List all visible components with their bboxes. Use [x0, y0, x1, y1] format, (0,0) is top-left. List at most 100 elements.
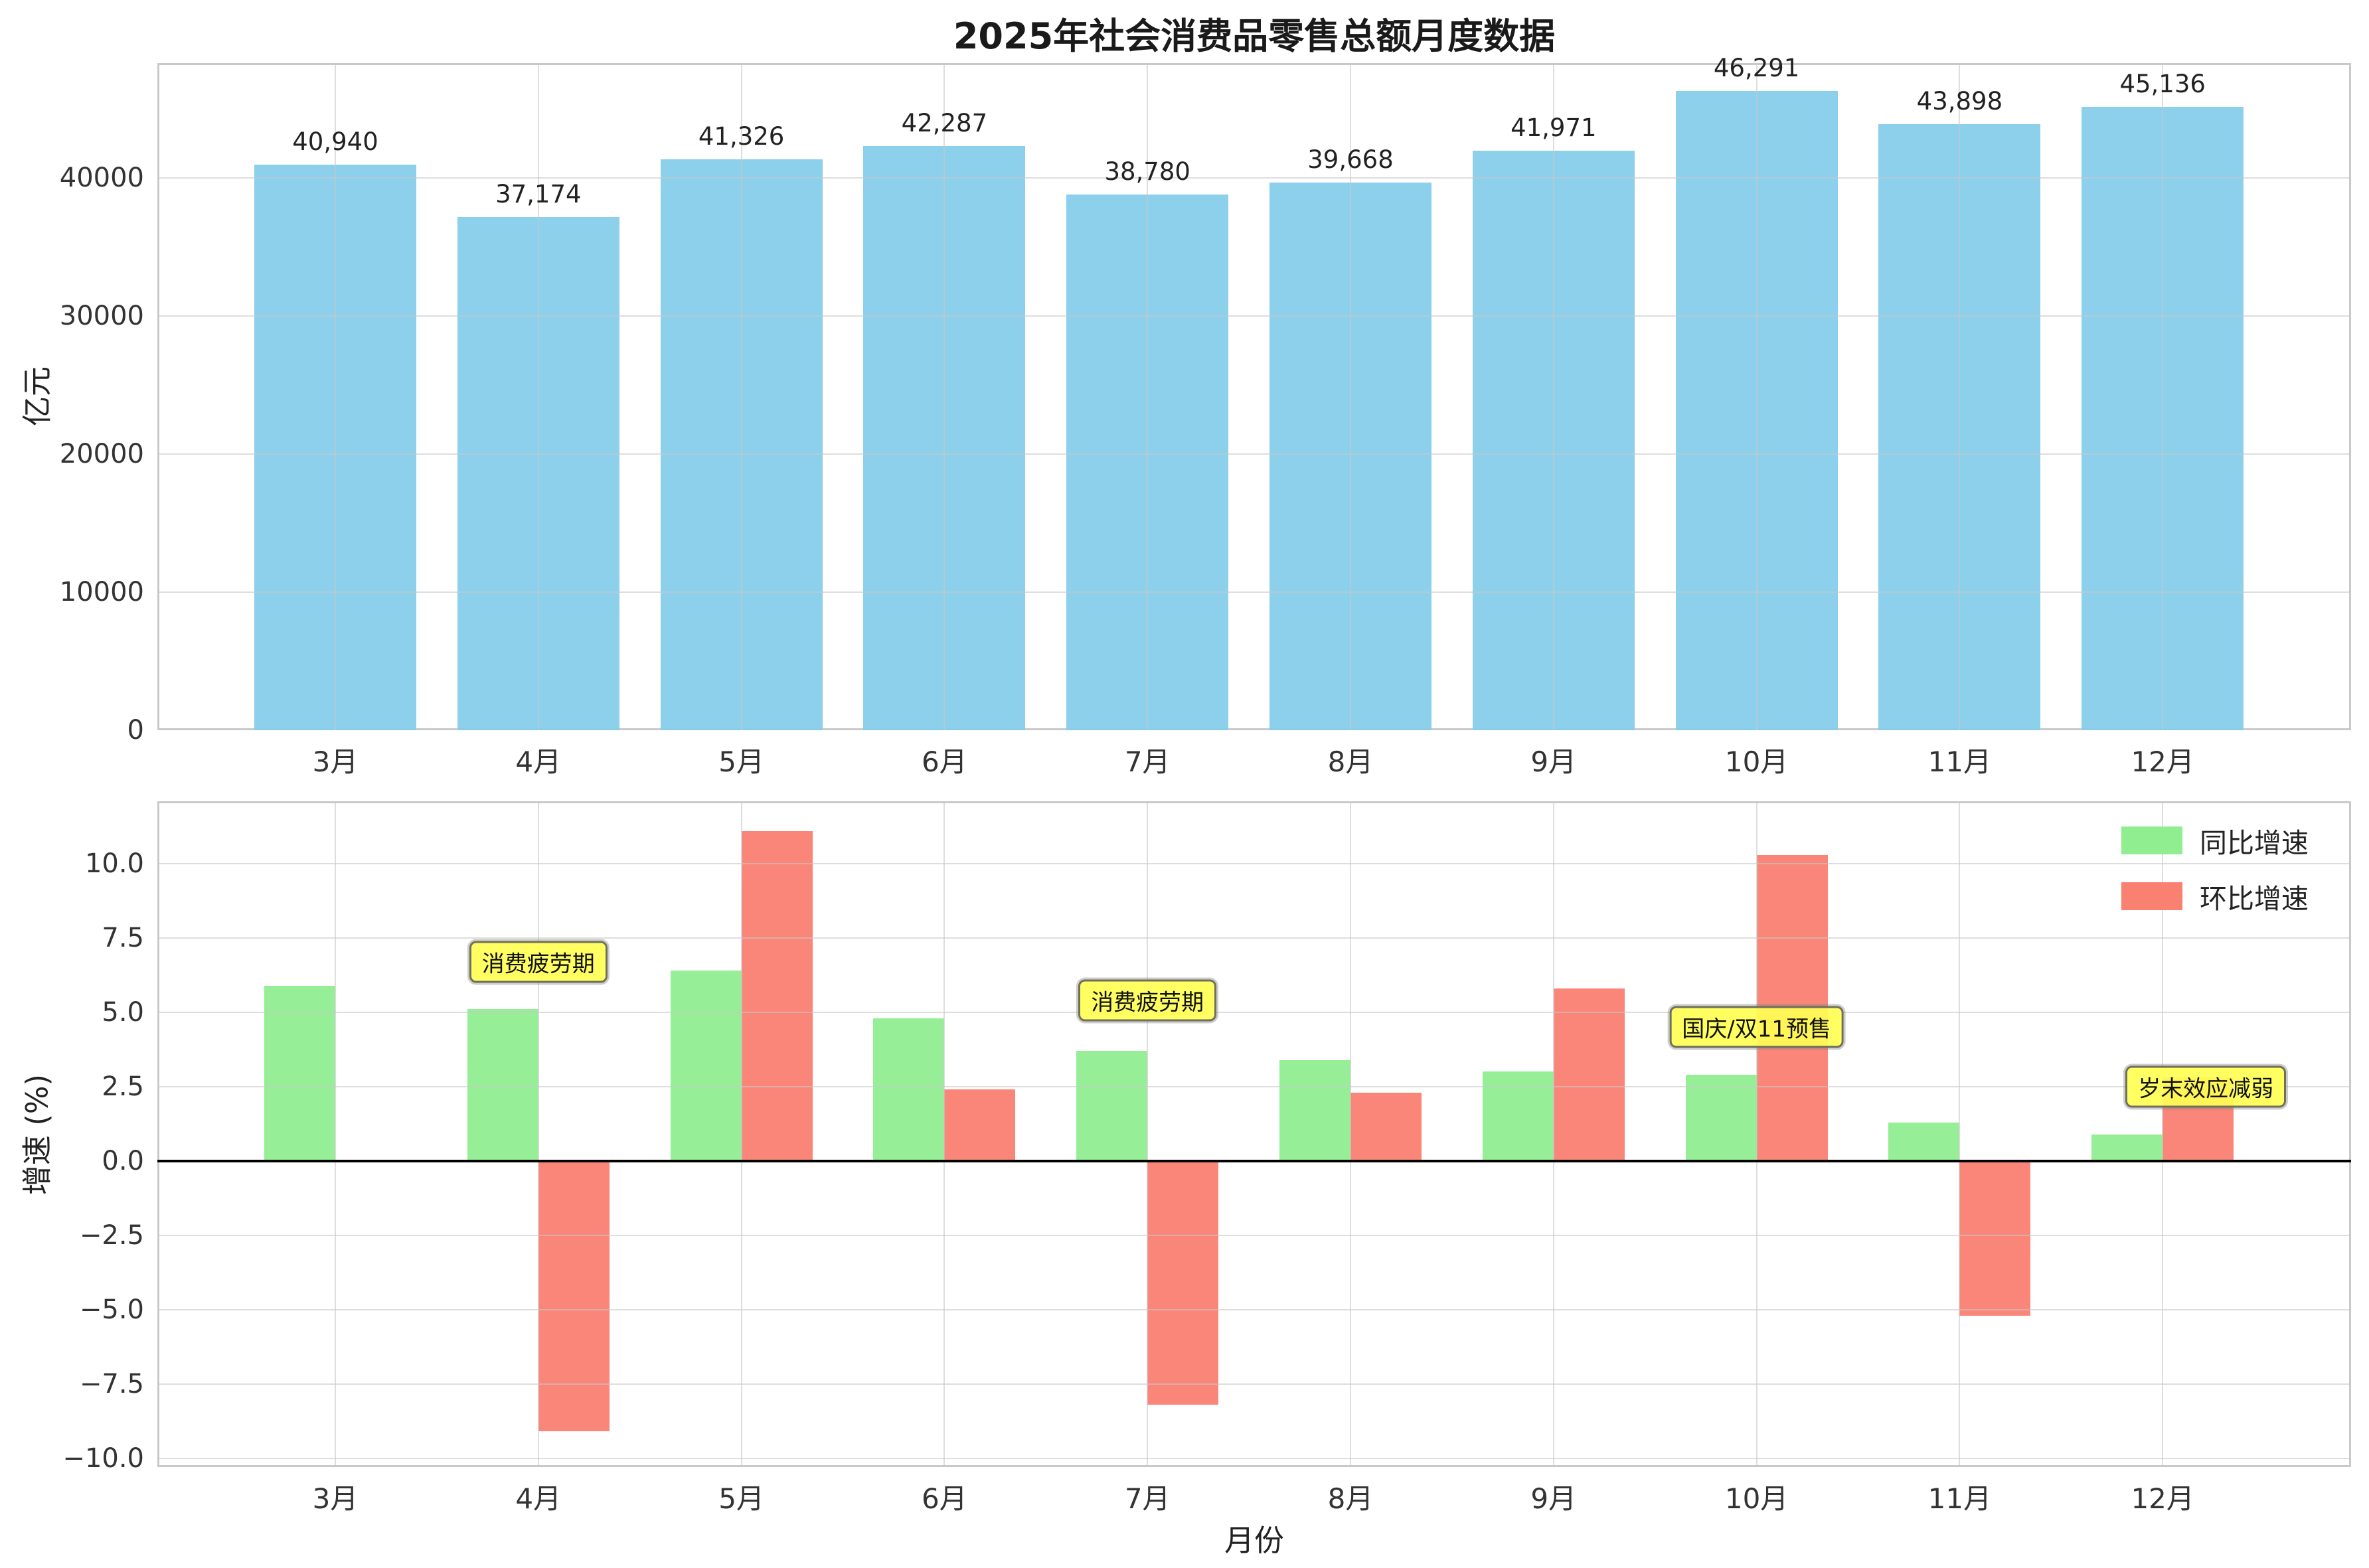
annotation: 消费疲劳期	[1078, 979, 1217, 1022]
top-y-axis-label: 亿元	[19, 366, 55, 427]
yoy-bar	[467, 1009, 538, 1161]
gridline-h	[157, 1457, 2351, 1459]
y-tick-label: −10.0	[62, 1443, 144, 1474]
legend-swatch-mom	[2121, 882, 2182, 910]
gridline-v	[1756, 801, 1757, 1467]
mom-bar	[944, 1089, 1016, 1161]
y-tick-label: 5.0	[102, 996, 144, 1028]
y-tick-label: 7.5	[102, 922, 144, 953]
y-tick-label: 0	[127, 715, 144, 745]
gridline-v	[2162, 801, 2164, 1467]
gridline-v	[943, 801, 945, 1467]
gridline-v	[1959, 801, 1961, 1467]
bar-value-label: 37,174	[495, 179, 582, 208]
bar-value-label: 41,971	[1511, 114, 1597, 143]
y-tick-label: 40000	[59, 163, 144, 194]
x-tick-label: 12月	[2131, 1482, 2194, 1515]
y-tick-label: 10000	[59, 577, 144, 607]
x-axis-label: 月份	[1224, 1523, 1285, 1558]
x-tick-label: 5月	[718, 1482, 764, 1515]
x-tick-label: 3月	[312, 1482, 359, 1515]
gridline-v	[1552, 63, 1554, 730]
yoy-bar	[1888, 1122, 1960, 1161]
y-tick-label: −2.5	[79, 1219, 144, 1251]
x-tick-label: 7月	[1124, 1482, 1171, 1515]
legend-entry-mom: 环比增速	[2121, 876, 2309, 916]
mom-bar	[1553, 988, 1625, 1161]
gridline-v	[1350, 63, 1351, 730]
gridline-h	[157, 1011, 2351, 1013]
y-tick-label: −5.0	[79, 1294, 144, 1325]
gridline-v	[943, 63, 945, 730]
gridline-h	[157, 1383, 2351, 1385]
gridline-h	[157, 1085, 2351, 1087]
y-tick-label: −7.5	[79, 1368, 144, 1399]
legend-swatch-yoy	[2121, 826, 2182, 854]
annotation: 消费疲劳期	[469, 941, 608, 983]
gridline-v	[537, 801, 539, 1467]
annotation: 岁末效应减弱	[2125, 1065, 2287, 1108]
yoy-bar	[264, 985, 335, 1161]
gridline-v	[1959, 63, 1961, 730]
gridline-v	[335, 801, 336, 1467]
gridline-h	[157, 1308, 2351, 1310]
bar-value-label: 40,940	[292, 127, 378, 157]
y-tick-label: 20000	[59, 439, 144, 470]
bar-value-label: 43,898	[1916, 86, 2003, 116]
x-tick-label: 5月	[718, 745, 764, 778]
bar-value-label: 39,668	[1307, 145, 1394, 174]
bar-value-label: 45,136	[2119, 70, 2206, 99]
legend-label-mom: 环比增速	[2200, 883, 2309, 915]
x-tick-label: 9月	[1530, 745, 1577, 778]
gridline-v	[1350, 801, 1351, 1467]
yoy-bar	[1482, 1071, 1554, 1161]
yoy-bar	[2091, 1134, 2163, 1161]
annotation: 国庆/双11预售	[1669, 1006, 1844, 1048]
gridline-v	[740, 801, 742, 1467]
yoy-bar	[1279, 1059, 1350, 1161]
bar-value-label: 46,291	[1713, 54, 1800, 83]
gridline-v	[740, 63, 742, 730]
gridline-h	[157, 315, 2351, 317]
x-tick-label: 6月	[922, 745, 967, 778]
legend: 同比增速 环比增速	[2121, 821, 2309, 916]
mom-bar	[538, 1160, 610, 1432]
gridline-h	[157, 937, 2351, 939]
x-tick-label: 10月	[1724, 745, 1789, 778]
gridline-v	[2162, 63, 2164, 730]
yoy-bar	[1685, 1074, 1757, 1161]
y-tick-label: 30000	[59, 301, 144, 332]
x-tick-label: 8月	[1327, 1482, 1374, 1515]
gridline-v	[537, 63, 539, 730]
legend-label-yoy: 同比增速	[2200, 827, 2309, 859]
mom-bar	[1959, 1160, 2031, 1316]
yoy-bar	[873, 1018, 945, 1161]
gridline-h	[157, 453, 2351, 455]
gridline-v	[1147, 801, 1149, 1467]
bar-value-label: 38,780	[1104, 157, 1190, 187]
gridline-v	[1552, 801, 1554, 1467]
x-tick-label: 4月	[515, 1482, 562, 1515]
zero-line	[157, 1159, 2351, 1162]
gridline-h	[157, 177, 2351, 179]
bar-value-label: 41,326	[698, 122, 785, 151]
x-tick-label: 11月	[1927, 1482, 1992, 1515]
mom-bar	[1147, 1160, 1219, 1405]
mom-bar	[741, 830, 813, 1161]
y-tick-label: 10.0	[84, 848, 144, 880]
x-tick-label: 8月	[1327, 745, 1374, 778]
x-tick-label: 7月	[1124, 745, 1171, 778]
yoy-bar	[670, 971, 742, 1161]
gridline-v	[1756, 63, 1757, 730]
y-tick-label: 0.0	[102, 1145, 144, 1176]
mom-bar	[1350, 1092, 1422, 1161]
x-tick-label: 11月	[1927, 745, 1992, 778]
x-tick-label: 9月	[1530, 1482, 1577, 1515]
x-tick-label: 3月	[312, 745, 359, 778]
gridline-v	[335, 63, 336, 730]
x-tick-label: 6月	[922, 1482, 967, 1515]
x-tick-label: 4月	[515, 745, 562, 778]
gridline-h	[157, 863, 2351, 865]
gridline-h	[157, 591, 2351, 593]
